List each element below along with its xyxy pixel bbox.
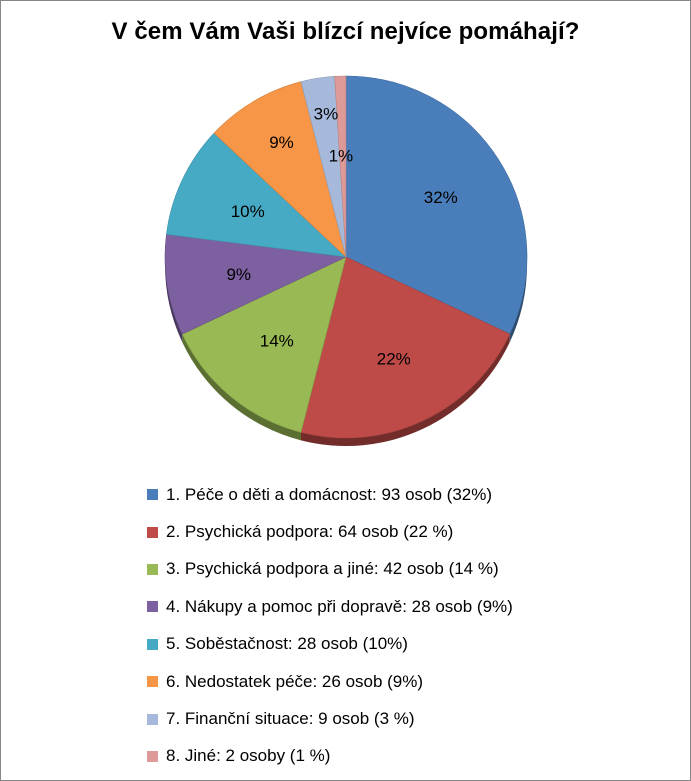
pie-slices (164, 75, 528, 446)
pie-slice (181, 256, 347, 433)
legend-item: 2. Psychická podpora: 64 osob (22 %) (147, 513, 667, 550)
pie-slice-label: 9% (269, 133, 294, 152)
pie-slice-label: 14% (260, 332, 294, 351)
pie-slice-side (509, 257, 527, 343)
legend-swatch (147, 489, 158, 501)
pie-slice-side (182, 334, 301, 441)
pie-slice-label: 32% (424, 188, 458, 207)
legend-label: 1. Péče o děti a domácnost: 93 osob (32%… (166, 484, 493, 504)
legend-swatch (147, 638, 158, 650)
pie-slice (213, 81, 347, 258)
pie-slice-label: 3% (314, 105, 339, 124)
legend-label: 4. Nákupy a pomoc při dopravě: 28 osob (… (166, 596, 513, 616)
legend-swatch (147, 713, 158, 725)
pie-slice-labels: 32% 22% 14% 9% 10% 9% 3% 1% (226, 105, 457, 369)
legend-swatch (147, 601, 158, 613)
pie-slice (334, 75, 347, 258)
legend-item: 3. Psychická podpora a jiné: 42 osob (14… (147, 551, 667, 588)
pie-slice-label: 1% (329, 146, 354, 165)
legend-label: 3. Psychická podpora a jiné: 42 osob (14… (166, 559, 499, 579)
legend-label: 7. Finanční situace: 9 osob (3 %) (166, 709, 415, 729)
pie-slice (166, 132, 347, 258)
pie-slice-label: 9% (226, 265, 251, 284)
pie-slice-label: 22% (377, 350, 411, 369)
legend-swatch (147, 563, 158, 575)
pie-slice (164, 233, 348, 335)
legend-item: 4. Nákupy a pomoc při dopravě: 28 osob (… (147, 588, 667, 625)
legend-label: 6. Nedostatek péče: 26 osob (9%) (166, 671, 424, 691)
legend-label: 8. Jiné: 2 osoby (1 %) (166, 746, 331, 766)
legend-item: 1. Péče o děti a domácnost: 93 osob (32%… (147, 476, 667, 513)
legend-label: 5. Soběstačnost: 28 osob (10%) (166, 634, 408, 654)
pie-slice-label: 10% (231, 202, 265, 221)
legend-swatch (147, 750, 158, 762)
legend-item: 7. Finanční situace: 9 osob (3 %) (147, 700, 667, 737)
legend-swatch (147, 526, 158, 538)
pie-slice-side (165, 257, 183, 343)
legend-item: 5. Soběstačnost: 28 osob (10%) (147, 626, 667, 663)
legend: 1. Péče o děti a domácnost: 93 osob (32%… (147, 476, 667, 775)
legend-item: 8. Jiné: 2 osoby (1 %) (147, 738, 667, 775)
chart-title: V čem Vám Vaši blízcí nejvíce pomáhají? (111, 18, 580, 45)
pie-slice (300, 256, 511, 439)
legend-swatch (147, 676, 158, 688)
legend-item: 6. Nedostatek péče: 26 osob (9%) (147, 663, 667, 700)
pie-slice (345, 75, 528, 335)
legend-label: 2. Psychická podpora: 64 osob (22 %) (166, 522, 454, 542)
